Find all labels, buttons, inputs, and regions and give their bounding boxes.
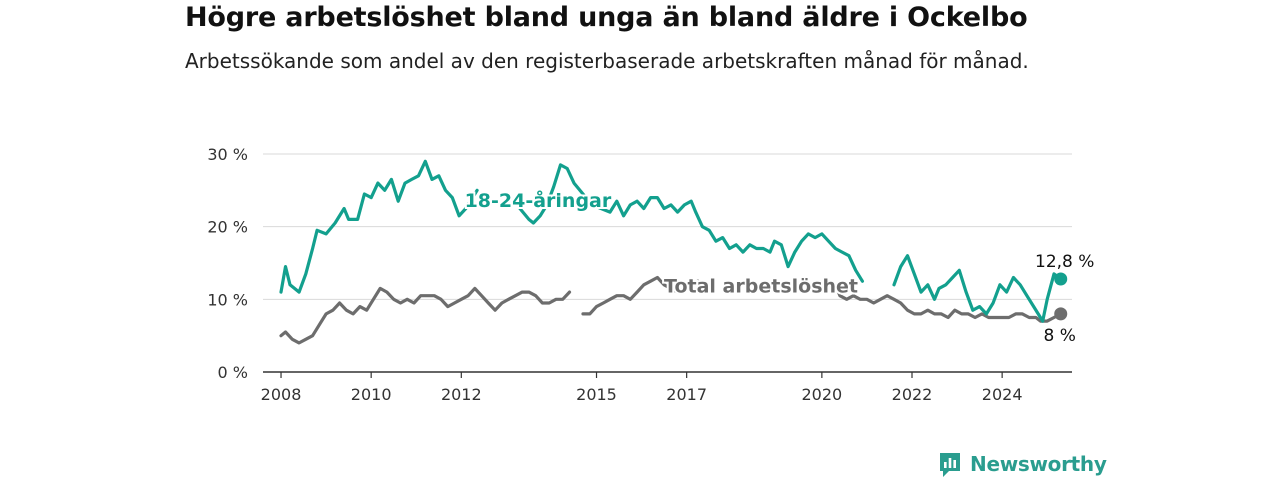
x-tick-label: 2012 (441, 385, 482, 404)
chart-labels: 18-24-åringar Total arbetslöshet 12,8 % 8 % (463, 186, 1096, 347)
brand-logo: Newsworthy (938, 449, 1107, 479)
series-line-total (833, 283, 1063, 323)
x-tick-label: 2017 (666, 385, 707, 404)
page-title: Högre arbetslöshet bland unga än bland ä… (185, 2, 1028, 33)
newsworthy-logo-icon (940, 452, 960, 477)
y-tick-label: 0 % (218, 363, 248, 382)
end-point-youth (1054, 272, 1068, 286)
x-tick-label: 2010 (351, 385, 392, 404)
series-label-total: Total arbetslöshet (664, 275, 858, 297)
end-label-youth: 12,8 % (1035, 252, 1094, 272)
series-line-total (581, 275, 700, 316)
series-line-youth (518, 163, 864, 283)
y-tick-label: 10 % (207, 290, 248, 309)
series-line-youth (892, 254, 1063, 323)
series-line-total (279, 286, 572, 345)
series-line-youth (279, 159, 479, 294)
x-tick-label: 2020 (802, 385, 843, 404)
series-label-youth: 18-24-åringar (465, 188, 612, 212)
x-tick-label: 2015 (576, 385, 617, 404)
end-label-total: 8 % (1044, 326, 1076, 346)
y-axis: 0 % 10 % 20 % 30 % (207, 145, 248, 382)
chart-grid (263, 153, 1072, 373)
x-tick-label: 2008 (261, 385, 302, 404)
end-point-total (1054, 307, 1068, 321)
brand-name: Newsworthy (970, 452, 1107, 476)
x-axis: 2008 2010 2012 2015 2017 2020 2022 2024 (261, 372, 1023, 404)
page-subtitle: Arbetssökande som andel av den registerb… (185, 49, 1029, 73)
y-tick-label: 20 % (207, 218, 248, 237)
y-tick-label: 30 % (207, 145, 248, 164)
x-tick-label: 2022 (892, 385, 933, 404)
chart-series (279, 159, 1068, 345)
x-tick-label: 2024 (982, 385, 1023, 404)
